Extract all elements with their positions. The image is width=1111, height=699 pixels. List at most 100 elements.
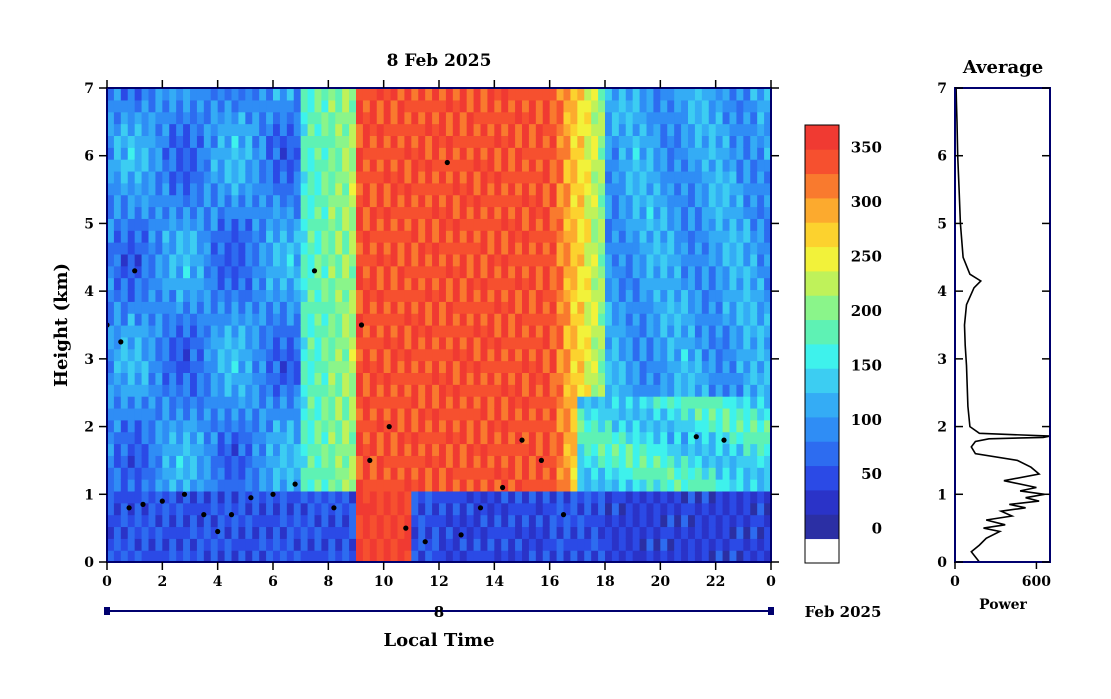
- heatmap-cell: [217, 123, 226, 136]
- heatmap-cell: [584, 419, 592, 433]
- heatmap-cell: [591, 514, 599, 528]
- heatmap-cell: [556, 301, 565, 314]
- heatmap-cell: [190, 123, 198, 136]
- heatmap-cell: [729, 407, 738, 421]
- heatmap-cell: [134, 313, 143, 326]
- heatmap-cell: [508, 526, 516, 539]
- heatmap-cell: [522, 372, 530, 385]
- heatmap-cell: [542, 550, 551, 562]
- heatmap-cell: [757, 325, 765, 338]
- heatmap-cell: [487, 147, 495, 160]
- heatmap-cell: [764, 538, 771, 551]
- heatmap-cell: [273, 265, 281, 279]
- heatmap-cell: [494, 372, 502, 385]
- heatmap-cell: [432, 384, 440, 397]
- heatmap-cell: [155, 550, 163, 562]
- heatmap-cell: [542, 336, 551, 350]
- heatmap-cell: [618, 455, 627, 468]
- heatmap-cell: [210, 206, 219, 219]
- heatmap-cell: [300, 111, 309, 125]
- heatmap-cell: [141, 372, 150, 385]
- heatmap-cell: [452, 372, 461, 385]
- heatmap-cell: [349, 123, 357, 136]
- heatmap-cell: [694, 407, 703, 421]
- heatmap-cell: [501, 313, 509, 326]
- heatmap-cell: [245, 443, 253, 456]
- heatmap-cell: [674, 218, 682, 231]
- heatmap-cell: [411, 289, 419, 302]
- heatmap-cell: [300, 502, 309, 516]
- heatmap-cell: [598, 170, 606, 184]
- heatmap-cell: [404, 111, 412, 125]
- heatmap-cell: [667, 490, 675, 504]
- heatmap-cell: [660, 88, 668, 101]
- heatmap-cell: [542, 218, 551, 231]
- heatmap-cell: [169, 182, 177, 196]
- heatmap-cell: [515, 384, 523, 397]
- heatmap-cell: [591, 348, 599, 362]
- heatmap-cell: [598, 490, 606, 504]
- heatmap-cell: [383, 99, 392, 113]
- heatmap-cell: [674, 242, 682, 255]
- heatmap-cell: [273, 88, 281, 101]
- heatmap-cell: [605, 502, 613, 516]
- heatmap-cell: [445, 550, 454, 562]
- heatmap-cell: [245, 206, 253, 219]
- heatmap-cell: [549, 289, 558, 302]
- heatmap-cell: [473, 407, 482, 421]
- heatmap-cell: [383, 159, 392, 172]
- heatmap-cell: [466, 336, 475, 350]
- heatmap-cell: [390, 325, 399, 338]
- heatmap-cell: [549, 99, 558, 113]
- heatmap-cell: [646, 123, 655, 136]
- heatmap-cell: [279, 431, 288, 445]
- heatmap-cell: [452, 325, 461, 338]
- heatmap-cell: [425, 147, 433, 160]
- x-tick-label: 10: [374, 574, 394, 590]
- heatmap-cell: [369, 289, 378, 302]
- heatmap-cell: [750, 419, 758, 433]
- heatmap-cell: [591, 360, 599, 373]
- heatmap-cell: [459, 431, 468, 445]
- heatmap-cell: [432, 99, 440, 113]
- y-tick-label: 6: [84, 149, 94, 165]
- heatmap-cell: [155, 538, 163, 551]
- heatmap-cell: [445, 502, 454, 516]
- heatmap-cell: [501, 443, 509, 456]
- heatmap-cell: [383, 135, 392, 148]
- heatmap-cell: [273, 467, 281, 480]
- heatmap-cell: [196, 372, 205, 385]
- profile-x-label: Power: [979, 597, 1027, 613]
- heatmap-cell: [196, 230, 205, 243]
- heatmap-cell: [473, 99, 482, 113]
- heatmap-cell: [273, 514, 281, 528]
- heatmap-cell: [660, 431, 668, 445]
- heatmap-cell: [598, 443, 606, 456]
- heatmap-cell: [210, 123, 219, 136]
- heatmap-cell: [107, 396, 115, 409]
- heatmap-cell: [369, 490, 378, 504]
- heatmap-cell: [259, 123, 267, 136]
- heatmap-cell: [674, 526, 682, 539]
- heatmap-cell: [307, 289, 316, 302]
- heatmap-cell: [190, 396, 198, 409]
- heatmap-cell: [625, 88, 634, 101]
- heatmap-cell: [439, 538, 447, 551]
- heatmap-cell: [411, 526, 419, 539]
- heatmap-cell: [356, 277, 364, 291]
- heatmap-cell: [605, 455, 613, 468]
- heatmap-cell: [694, 182, 703, 196]
- heatmap-cell: [120, 253, 129, 267]
- heatmap-cell: [584, 170, 592, 184]
- heatmap-cell: [591, 313, 599, 326]
- heatmap-cell: [113, 348, 122, 362]
- heatmap-cell: [694, 455, 703, 468]
- heatmap-cell: [397, 455, 406, 468]
- heatmap-cell: [701, 218, 710, 231]
- heatmap-cell: [577, 502, 585, 516]
- heatmap-cell: [501, 455, 509, 468]
- heatmap-cell: [203, 301, 212, 314]
- heatmap-cell: [736, 301, 744, 314]
- main-chart: 8 Feb 2025 0 2 4 6 8 10 12 14 16 18 20 22 0 01234567…: [51, 51, 881, 651]
- heatmap-cell: [259, 336, 267, 350]
